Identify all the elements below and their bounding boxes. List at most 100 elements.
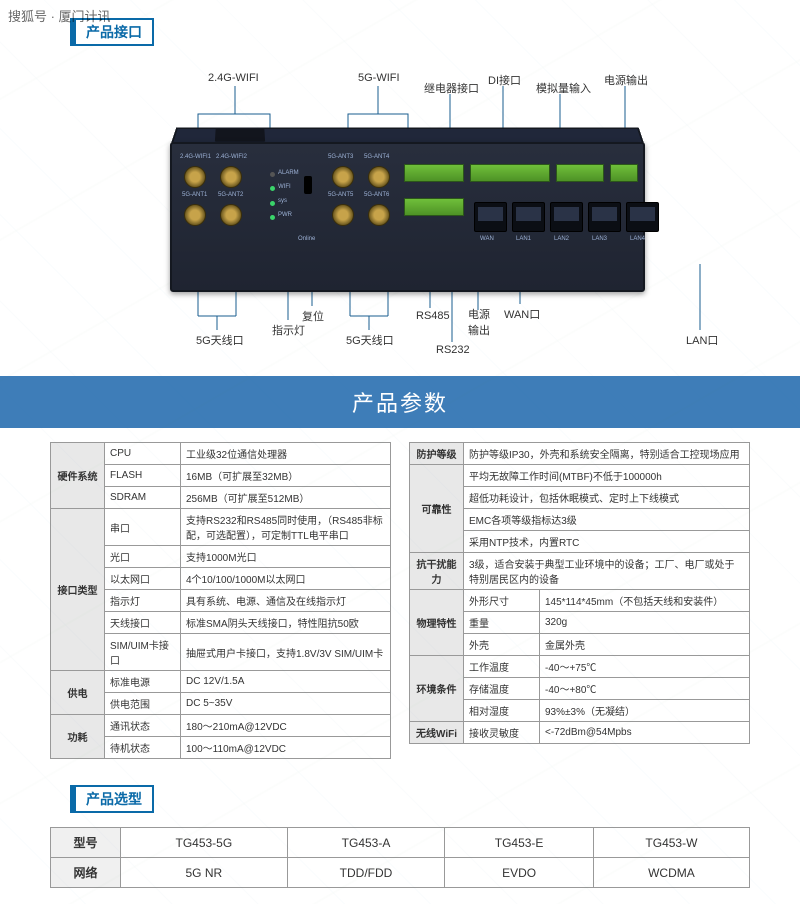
t-online: Online [298, 236, 315, 242]
spec-category: 抗干扰能力 [410, 553, 464, 590]
spec-value: 支持RS232和RS485同时使用，（RS485非标配，可选配置），可定制TTL… [181, 509, 391, 546]
spec-value: 工业级32位通信处理器 [181, 443, 391, 465]
spec-value: 320g [540, 612, 750, 634]
spec-value: 93%±3%（无凝结） [540, 700, 750, 722]
spec-category: 功耗 [51, 715, 105, 759]
spec-key: 工作温度 [464, 656, 540, 678]
pt-lan3: LAN3 [592, 236, 607, 242]
spec-left: 硬件系统CPU工业级32位通信处理器FLASH16MB（可扩展至32MB）SDR… [50, 442, 391, 759]
interface-diagram: 2.4G-WIFI 5G-WIFI 继电器接口 DI接口 模拟量输入 电源输出 … [0, 54, 800, 354]
spec-key: CPU [105, 443, 181, 465]
spec-value: EMC各项等级指标达3级 [464, 509, 750, 531]
spec-category: 物理特性 [410, 590, 464, 656]
model-cell: TG453-A [287, 828, 445, 858]
spec-key: 相对湿度 [464, 700, 540, 722]
terminal-rs485 [404, 198, 464, 216]
spec-value: DC 12V/1.5A [181, 671, 391, 693]
spec-tables: 硬件系统CPU工业级32位通信处理器FLASH16MB（可扩展至32MB）SDR… [0, 428, 800, 759]
spec-key: SDRAM [105, 487, 181, 509]
label-rs485: RS485 [416, 310, 450, 322]
label-lan: LAN口 [686, 332, 718, 348]
sma-5g-ant6 [368, 204, 390, 226]
model-row-label: 型号 [51, 828, 121, 858]
spec-value: -40～+75℃ [540, 656, 750, 678]
port-lan3 [588, 202, 621, 232]
spec-value: 标准SMA阴头天线接口，特性阻抗50欧 [181, 612, 391, 634]
spec-key: 外壳 [464, 634, 540, 656]
led-wifi [270, 186, 275, 191]
pt-lan2: LAN2 [554, 236, 569, 242]
led-sys [270, 201, 275, 206]
spec-category: 接口类型 [51, 509, 105, 671]
spec-value: 3级，适合安装于典型工业环境中的设备；工厂、电厂或处于特别居民区内的设备 [464, 553, 750, 590]
led-column [270, 172, 276, 220]
spec-left-table: 硬件系统CPU工业级32位通信处理器FLASH16MB（可扩展至32MB）SDR… [50, 442, 391, 759]
model-table: 型号TG453-5GTG453-ATG453-ETG453-W网络5G NRTD… [50, 827, 750, 888]
sohu-watermark: 搜狐号 · 厦门计讯 [8, 6, 111, 25]
reset-hole [304, 176, 312, 194]
spec-value: 支持1000M光口 [181, 546, 391, 568]
spec-value: 16MB（可扩展至32MB） [181, 465, 391, 487]
port-lan4 [626, 202, 659, 232]
model-cell: WCDMA [593, 858, 749, 888]
port-lan1 [512, 202, 545, 232]
spec-value: -40～+80℃ [540, 678, 750, 700]
led-pwr [270, 215, 275, 220]
model-cell: 5G NR [121, 858, 288, 888]
spec-category: 无线WiFi [410, 722, 464, 744]
label-di: DI接口 [488, 72, 521, 88]
spec-key: 标准电源 [105, 671, 181, 693]
device-top-sticker [215, 128, 265, 141]
spec-category: 环境条件 [410, 656, 464, 722]
label-power: 电源 输出 [468, 306, 490, 338]
port-wan [474, 202, 507, 232]
label-24g-wifi: 2.4G-WIFI [208, 72, 259, 84]
label-rs232: RS232 [436, 344, 470, 356]
spec-value: 防护等级IP30，外壳和系统安全隔离，特别适合工控现场应用 [464, 443, 750, 465]
spec-key: 天线接口 [105, 612, 181, 634]
spec-value: 180～210mA@12VDC [181, 715, 391, 737]
pt-lan1: LAN1 [516, 236, 531, 242]
label-5g-ant2: 5G天线口 [346, 332, 394, 348]
port-lan2 [550, 202, 583, 232]
sma-24g-wifi1 [184, 166, 206, 188]
label-relay: 继电器接口 [424, 80, 479, 96]
t-24gwifi1: 2.4G-WIFI1 [180, 154, 211, 160]
t-5gant5: 5G-ANT5 [328, 192, 353, 198]
model-cell: TG453-W [593, 828, 749, 858]
section-title-model: 产品选型 [74, 785, 154, 813]
spec-value: 145*114*45mm（不包括天线和安装件） [540, 590, 750, 612]
spec-key: 光口 [105, 546, 181, 568]
t-5gant4: 5G-ANT4 [364, 154, 389, 160]
label-reset: 复位 [302, 308, 324, 324]
spec-value: 100～110mA@12VDC [181, 737, 391, 759]
model-cell: TG453-E [445, 828, 594, 858]
led-alarm [270, 172, 275, 177]
sma-5g-ant1 [184, 204, 206, 226]
label-indicator: 指示灯 [272, 322, 305, 338]
terminal-power-top [610, 164, 638, 182]
spec-value: 金属外壳 [540, 634, 750, 656]
spec-key: 串口 [105, 509, 181, 546]
spec-key: 存储温度 [464, 678, 540, 700]
device-body: 2.4G-WIFI1 2.4G-WIFI2 5G-ANT1 5G-ANT2 AL… [170, 142, 645, 292]
sma-24g-wifi2 [220, 166, 242, 188]
spec-value: DC 5~35V [181, 693, 391, 715]
spec-key: 供电范围 [105, 693, 181, 715]
label-analog: 模拟量输入 [536, 80, 591, 96]
label-wan: WAN口 [504, 306, 540, 322]
spec-value: 4个10/100/1000M以太网口 [181, 568, 391, 590]
spec-key: FLASH [105, 465, 181, 487]
spec-key: SIM/UIM卡接口 [105, 634, 181, 671]
spec-key: 以太网口 [105, 568, 181, 590]
spec-value: 256MB（可扩展至512MB） [181, 487, 391, 509]
spec-key: 指示灯 [105, 590, 181, 612]
spec-key: 通讯状态 [105, 715, 181, 737]
spec-value: 抽屉式用户卡接口，支持1.8V/3V SIM/UIM卡 [181, 634, 391, 671]
model-row-label: 网络 [51, 858, 121, 888]
spec-key: 外形尺寸 [464, 590, 540, 612]
t-led-pwr: PWR [278, 212, 292, 218]
t-5gant2: 5G-ANT2 [218, 192, 243, 198]
sma-5g-ant2 [220, 204, 242, 226]
spec-value: 采用NTP技术，内置RTC [464, 531, 750, 553]
